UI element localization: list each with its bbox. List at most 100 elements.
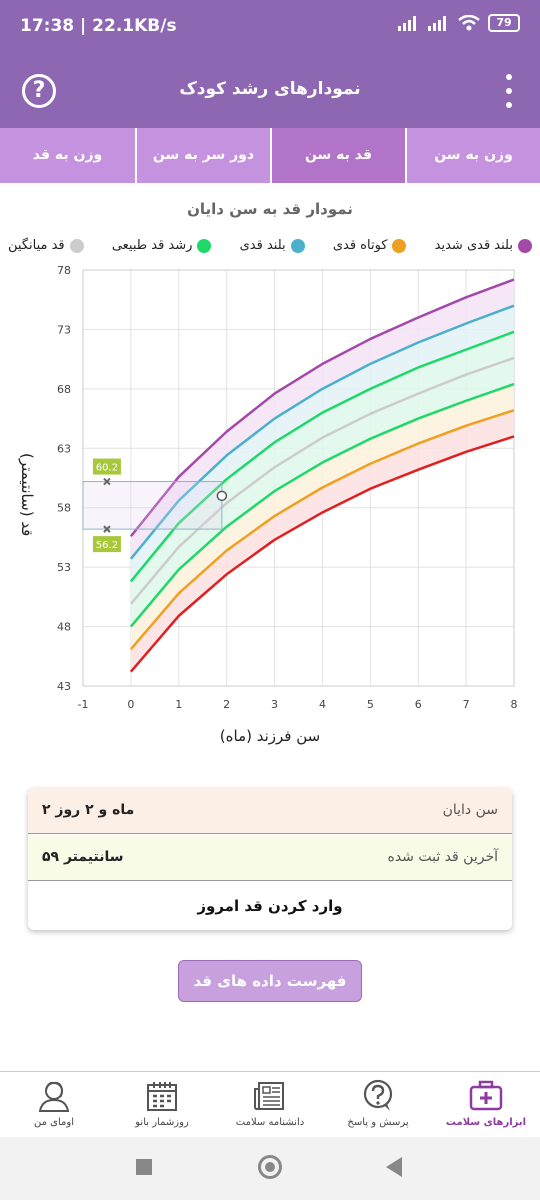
bottom-navigation: ابزارهای سلامت پرسش و پاسخ دانشنامه سلام… bbox=[0, 1071, 540, 1137]
tab-height-for-age[interactable]: قد به سن bbox=[270, 128, 405, 183]
legend-dot-icon bbox=[197, 238, 212, 253]
series-line bbox=[129, 382, 515, 628]
nav-health-tools[interactable]: ابزارهای سلامت bbox=[436, 1072, 536, 1137]
x-tick-label: 1 bbox=[175, 698, 182, 711]
range-marker-box bbox=[82, 481, 223, 530]
legend-label: کوتاه قدی bbox=[332, 238, 388, 253]
x-tick-label: 7 bbox=[463, 698, 470, 711]
tab-weight-for-height[interactable]: وزن به قد bbox=[32, 147, 103, 163]
info-card: سن دایان ۲ ماه و ۲ روز آخرین قد ثبت شده … bbox=[28, 788, 512, 930]
x-tick-label: 4 bbox=[319, 698, 326, 711]
age-value: ۲ ماه و ۲ روز bbox=[42, 802, 135, 818]
x-tick-label: 8 bbox=[511, 698, 518, 711]
tab-head-circumference[interactable]: دور سر به سن bbox=[135, 128, 270, 183]
age-label: سن دایان bbox=[442, 802, 498, 818]
legend-dot-icon bbox=[290, 238, 305, 253]
chart-band bbox=[130, 331, 514, 604]
y-tick-label: 73 bbox=[57, 323, 71, 336]
series-line bbox=[129, 304, 515, 560]
signal-icon bbox=[398, 16, 416, 31]
y-tick-label: 58 bbox=[57, 502, 71, 515]
y-tick-label: 63 bbox=[57, 442, 71, 455]
battery-icon: 79 bbox=[488, 14, 520, 32]
legend-dot-icon bbox=[392, 238, 407, 253]
series-line bbox=[129, 356, 515, 605]
nav-label: روزشمار بانو bbox=[135, 1117, 189, 1128]
status-time: 17:38 | 22.1KB/s bbox=[20, 16, 177, 36]
age-row: سن دایان ۲ ماه و ۲ روز bbox=[28, 788, 512, 834]
last-height-label: آخرین قد ثبت شده bbox=[387, 849, 499, 865]
legend-label: قد میانگین bbox=[8, 238, 65, 253]
legend-item: بلند قدی bbox=[240, 238, 305, 253]
legend-item: رشد قد طبیعی bbox=[112, 238, 212, 253]
page-title: نمودارهای رشد کودک bbox=[179, 79, 361, 99]
nav-profile[interactable]: اومای من bbox=[4, 1072, 104, 1137]
app-bar: ? نمودارهای رشد کودک bbox=[0, 52, 540, 128]
x-tick-label: 6 bbox=[415, 698, 422, 711]
chart-title: نمودار قد به سن دایان bbox=[187, 200, 353, 218]
series-line bbox=[129, 409, 515, 650]
nav-encyclopedia[interactable]: دانشنامه سلامت bbox=[220, 1072, 320, 1137]
nav-label: اومای من bbox=[34, 1117, 74, 1128]
x-tick-label: -1 bbox=[78, 698, 89, 711]
help-button[interactable]: ? bbox=[22, 74, 56, 108]
menu-dot-icon bbox=[506, 88, 512, 94]
x-tick-label: 0 bbox=[127, 698, 134, 711]
last-height-value: ۵۹ سانتیمتر bbox=[42, 849, 124, 865]
legend-dot-icon bbox=[517, 238, 532, 253]
range-label-upper: 60.2 bbox=[96, 463, 118, 474]
range-label-bg bbox=[92, 458, 121, 475]
x-tick-label: 5 bbox=[367, 698, 374, 711]
series-line bbox=[129, 330, 515, 583]
y-axis-label: قد (سانتیمتر) bbox=[18, 453, 36, 537]
nav-label: دانشنامه سلامت bbox=[235, 1117, 305, 1128]
x-tick-label: 2 bbox=[223, 698, 230, 711]
nav-questions[interactable]: پرسش و پاسخ bbox=[328, 1072, 428, 1137]
enter-height-button[interactable]: وارد کردن قد امروز bbox=[197, 897, 343, 915]
legend-item: بلند قدی شدید bbox=[435, 238, 532, 253]
chart-band bbox=[130, 305, 514, 582]
calendar-icon bbox=[147, 1082, 177, 1111]
y-tick-label: 43 bbox=[57, 680, 71, 693]
legend-label: رشد قد طبیعی bbox=[111, 238, 193, 253]
y-tick-label: 48 bbox=[57, 621, 71, 634]
overflow-menu-button[interactable] bbox=[504, 74, 514, 108]
x-tick-label: 3 bbox=[271, 698, 278, 711]
chart-legend: بلند قدی شدید کوتاه قدی بلند قدی رشد قد … bbox=[8, 238, 532, 253]
plot-frame bbox=[82, 269, 515, 687]
legend-item: کوتاه قدی bbox=[333, 238, 407, 253]
legend-dot-icon bbox=[69, 238, 84, 253]
range-label-bg bbox=[92, 536, 121, 553]
status-icons: 79 bbox=[398, 14, 520, 32]
series-line bbox=[129, 435, 515, 673]
user-avatar-icon bbox=[38, 1081, 70, 1112]
chart-band bbox=[130, 410, 514, 672]
chart-band bbox=[130, 279, 514, 559]
wifi-icon bbox=[458, 15, 480, 31]
y-tick-label: 68 bbox=[57, 383, 71, 396]
legend-label: بلند قدی bbox=[239, 238, 286, 253]
tab-weight-for-age[interactable]: وزن به سن bbox=[405, 128, 540, 183]
status-bar: 17:38 | 22.1KB/s 79 bbox=[0, 0, 540, 52]
menu-dot-icon bbox=[506, 102, 512, 108]
back-button[interactable] bbox=[386, 1157, 402, 1177]
x-axis-label: سن فرزند (ماه) bbox=[219, 727, 321, 745]
home-button[interactable] bbox=[258, 1155, 282, 1179]
y-tick-label: 53 bbox=[57, 561, 71, 574]
question-bubble-icon bbox=[363, 1079, 393, 1111]
last-height-row: آخرین قد ثبت شده ۵۹ سانتیمتر bbox=[28, 835, 512, 881]
nav-label: پرسش و پاسخ bbox=[347, 1117, 409, 1128]
child-data-point bbox=[216, 490, 228, 502]
chart-band bbox=[130, 384, 514, 650]
chart-tabs: وزن به قد دور سر به سن قد به سن وزن به س… bbox=[0, 128, 540, 183]
height-data-list-button[interactable]: فهرست داده های قد دایان bbox=[178, 960, 362, 1030]
range-x-icon bbox=[103, 477, 111, 486]
recent-apps-button[interactable] bbox=[136, 1159, 152, 1175]
signal-icon bbox=[428, 16, 446, 31]
range-label-lower: 56.2 bbox=[96, 540, 118, 551]
nav-calendar[interactable]: روزشمار بانو bbox=[112, 1072, 212, 1137]
nav-label: ابزارهای سلامت bbox=[445, 1117, 527, 1128]
system-navigation-bar bbox=[0, 1137, 540, 1200]
newspaper-icon bbox=[254, 1082, 284, 1110]
